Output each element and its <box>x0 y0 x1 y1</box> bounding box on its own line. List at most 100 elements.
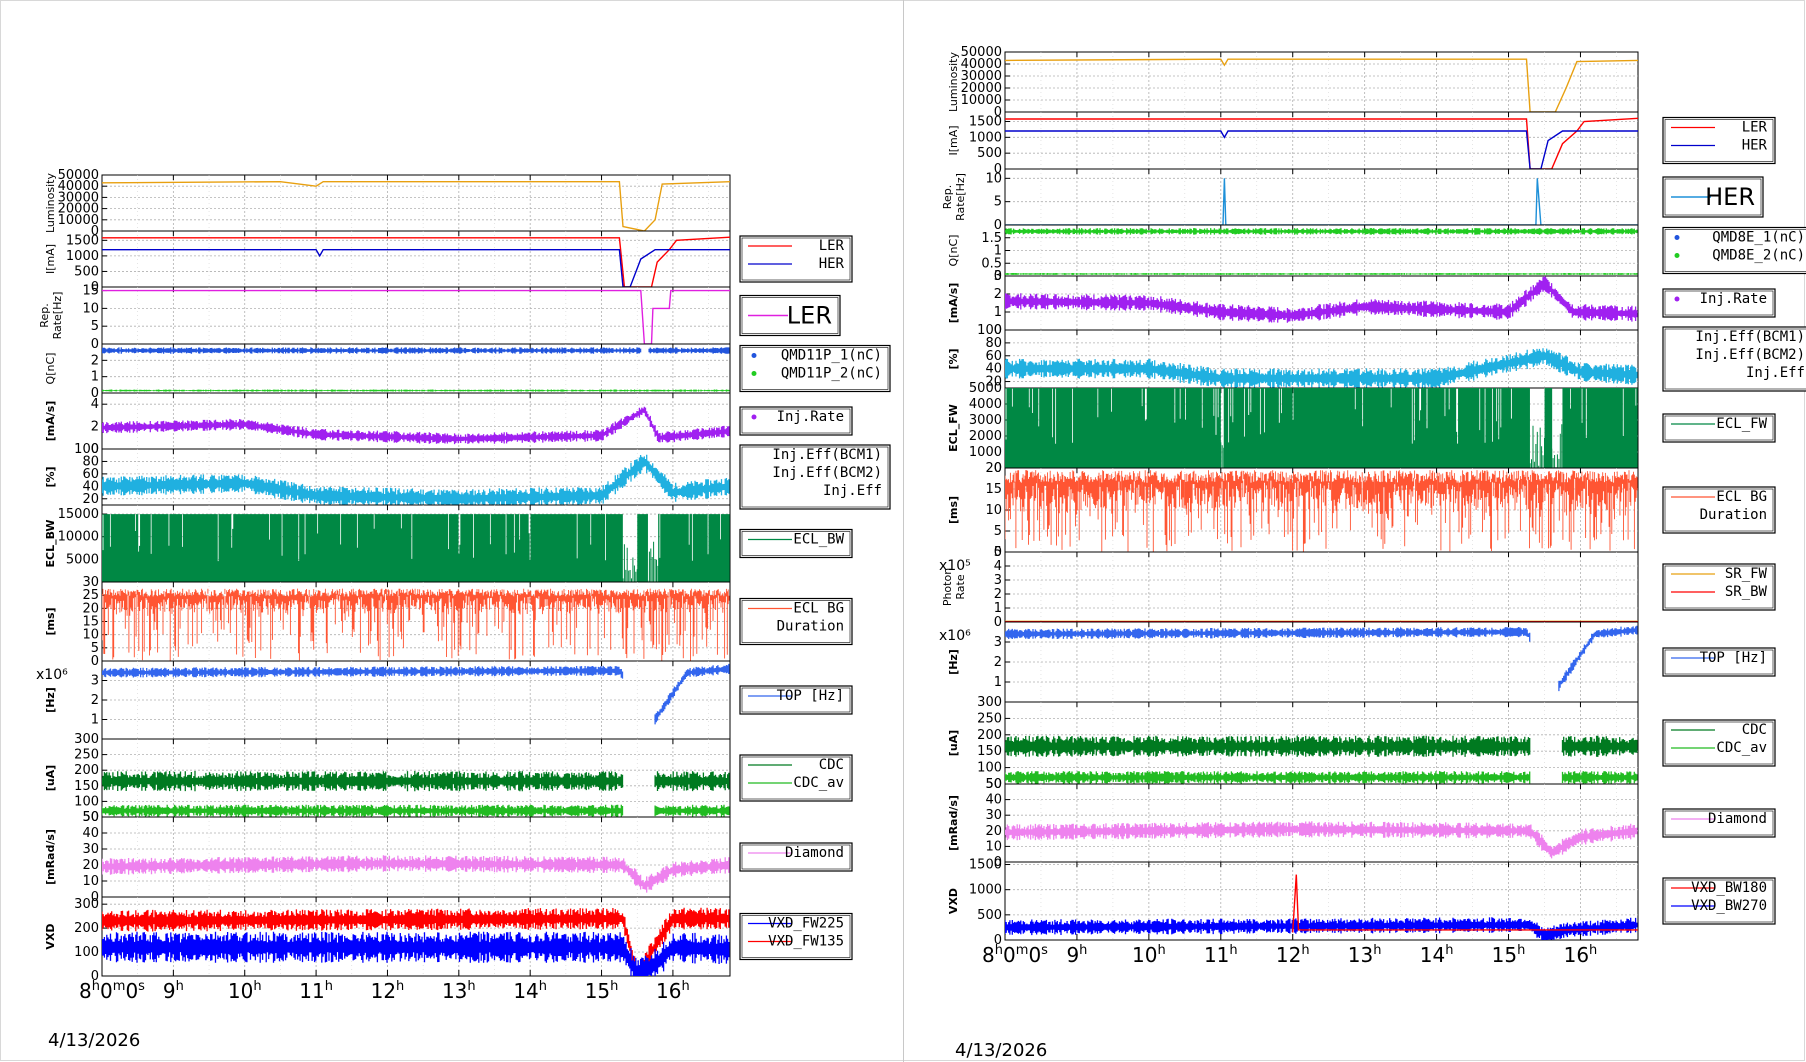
y-axis-label: [Hz] <box>44 687 57 713</box>
x-tick-hour: 12 <box>371 979 396 1003</box>
y-tick-label: 20 <box>985 824 1002 839</box>
legend-swatch <box>751 371 757 376</box>
y-tick-label: 40000 <box>961 57 1002 72</box>
series-QMD11P_1(nC) <box>102 347 730 354</box>
y-axis-label: PhotonRate <box>941 568 967 606</box>
legend-box <box>739 912 853 961</box>
legend-box <box>1662 808 1776 838</box>
y-tick-label: 5 <box>91 319 99 334</box>
x-tick-unit: h <box>325 979 333 994</box>
y-tick-label: 15000 <box>58 507 99 522</box>
series-Inj.Eff <box>1005 348 1638 388</box>
series-CDC_av <box>1005 771 1638 784</box>
y-tick-label: 50 <box>82 810 99 825</box>
x-tick-unit: h <box>1229 943 1237 958</box>
legend-box-inner <box>741 687 851 713</box>
legend: CDC CDC_av <box>1662 719 1776 767</box>
panel-frame <box>101 230 731 288</box>
legend-box-inner <box>741 297 839 334</box>
date-label-left: 4/13/2026 <box>48 1030 141 1051</box>
y-tick-label: 0 <box>994 105 1002 120</box>
y-axis-label-line: Rate[Hz] <box>51 292 64 340</box>
plot-area <box>102 347 730 392</box>
series-Inj.Eff <box>102 454 730 505</box>
legend-label: HER <box>1742 138 1768 154</box>
chart-right: 50000400003000020000100000Luminosity1500… <box>939 45 1806 967</box>
x-tick-label: 13h <box>442 979 476 1003</box>
y-axis-label: Q[nC] <box>947 235 960 267</box>
legend-box-inner <box>1664 565 1774 609</box>
legend-box <box>739 406 853 436</box>
y-axis-label: Rep.Rate[Hz] <box>941 173 967 221</box>
y-tick-label: 100 <box>74 442 99 457</box>
series-VXD_FW225 <box>102 931 730 976</box>
y-tick-label: 30 <box>985 808 1002 823</box>
series-ECL BG Duration <box>1005 470 1638 552</box>
y-tick-label: 0 <box>994 933 1002 948</box>
x-tick-label: 9h <box>1066 943 1087 967</box>
plot-area <box>1005 735 1638 784</box>
x-tick-sec: 0 <box>125 979 138 1003</box>
x-tick-unit: h <box>1301 943 1309 958</box>
x-tick-rest: 0m0s <box>100 979 145 1003</box>
y-axis-label: ECL_FW <box>947 404 960 452</box>
x-tick-unit: h <box>1445 943 1453 958</box>
plot-area <box>1005 276 1638 323</box>
y-tick-label: 5000 <box>969 381 1002 396</box>
y-tick-label: 0 <box>91 386 99 401</box>
y-axis-label: VXD <box>44 923 57 949</box>
y-tick-label: 25 <box>82 588 99 603</box>
y-axis-label-line: Photon <box>941 568 954 606</box>
y-tick-label: 10 <box>985 503 1002 518</box>
y-axis-label-line: Rate <box>954 574 967 599</box>
y-tick-label: 40 <box>82 826 99 841</box>
y-tick-label: 4 <box>91 397 99 412</box>
y-tick-label: 2 <box>994 587 1002 602</box>
legend-box-inner <box>1664 810 1774 836</box>
y-tick-label: 5 <box>994 195 1002 210</box>
legend: LER HER <box>1662 116 1776 165</box>
legend-label: QMD11P_1(nC) <box>781 348 882 364</box>
legend-box <box>739 842 853 872</box>
panel-frame <box>1004 783 1639 863</box>
legend-box-inner <box>1664 178 1762 216</box>
legend-box-inner <box>741 347 889 390</box>
legend-box <box>739 685 853 715</box>
legend: Inj.Eff(BCM1) Inj.Eff(BCM2) Inj.Eff <box>1662 326 1806 392</box>
y-tick-label: 500 <box>977 146 1002 161</box>
y-tick-label: 3 <box>994 635 1002 650</box>
y-axis-label: [ms] <box>44 607 57 635</box>
legend-label: VXD_BW180 <box>1691 880 1767 896</box>
plot-area <box>102 289 730 344</box>
y-tick-label: 15 <box>82 615 99 630</box>
series-HER <box>1005 130 1638 169</box>
legend-box-inner <box>741 915 851 958</box>
y-tick-label: 30000 <box>961 69 1002 84</box>
y-tick-label: 0 <box>91 337 99 352</box>
y-tick-label: 1500 <box>969 858 1002 873</box>
legend-box <box>1662 719 1776 767</box>
legend-box <box>739 344 891 393</box>
legend-label: Inj.Eff <box>1746 365 1805 381</box>
y-tick-label: 0 <box>91 280 99 295</box>
x-tick-label: 11h <box>1204 943 1238 967</box>
panel-8: 3 2 1 [Hz] x10⁶ TOP [Hz] <box>36 660 853 740</box>
y-axis-label: Luminosity <box>947 52 960 112</box>
x-tick-label: 10h <box>228 979 262 1003</box>
chart-left: 50000400003000020000100000Luminosity1500… <box>36 168 891 1003</box>
series-Diamond <box>1005 821 1638 859</box>
y-tick-label: 40 <box>985 362 1002 377</box>
legend-label: ECL_FW <box>1716 416 1767 432</box>
legend-label: HER <box>1705 183 1755 211</box>
plot-area <box>102 771 730 817</box>
y-tick-label: 10000 <box>58 213 99 228</box>
y-axis-label: [mA/s] <box>947 283 960 324</box>
legend: ECL BG Duration <box>739 597 853 646</box>
